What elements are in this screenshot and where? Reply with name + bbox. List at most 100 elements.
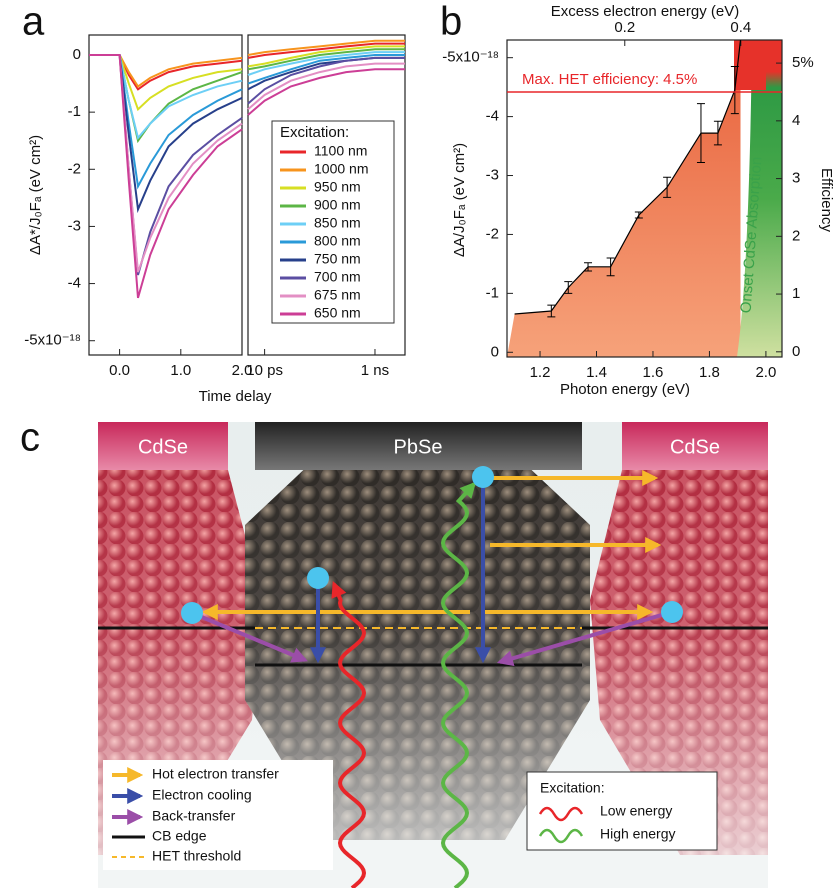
legend-label: 750 nm: [314, 251, 361, 267]
y-tick-label: -2: [486, 225, 499, 242]
cdse-header: [622, 422, 768, 470]
y-axis-title: ΔA/J₀Fₐ (eV cm²): [451, 143, 468, 257]
x2-axis-title: Excess electron energy (eV): [551, 3, 739, 20]
y-tick-label: -5x10⁻¹⁸: [24, 332, 81, 349]
y-tick-label: 0: [73, 46, 81, 63]
onset-band: [734, 40, 766, 90]
error-bar: [547, 304, 556, 318]
x2-tick-label: 0.2: [614, 19, 635, 36]
series-line: [89, 54, 243, 299]
x-tick-label: 1.8: [699, 364, 720, 381]
y-tick-label: -1: [486, 284, 499, 301]
x-tick-label: 1.2: [530, 364, 551, 381]
legend-label: 700 nm: [314, 269, 361, 285]
panel-label: c: [20, 416, 40, 460]
legend-title: Excitation:: [280, 124, 349, 141]
x-tick-label: 1 ns: [361, 362, 389, 379]
legend-label: 850 nm: [314, 215, 361, 231]
legend-label: HET threshold: [152, 848, 241, 864]
y2-tick-label: 0: [792, 343, 800, 360]
area: [507, 40, 741, 357]
legend-label: 1100 nm: [314, 143, 367, 159]
crystal-label: CdSe: [138, 436, 188, 458]
legend-title: Excitation:: [540, 780, 605, 796]
x-tick-label: 0.0: [109, 362, 130, 379]
series-line: [247, 68, 405, 116]
error-bar: [696, 103, 705, 164]
legend-label: 675 nm: [314, 287, 361, 303]
x-tick-label: 10 ps: [246, 362, 283, 379]
legend-label: 650 nm: [314, 305, 361, 321]
series-line: [247, 51, 405, 76]
back-transfer-arrow: [496, 610, 673, 667]
series-line: [247, 42, 405, 59]
y-tick-label: -1: [68, 103, 81, 120]
electron: [661, 601, 683, 623]
y2-tick-label: 4: [792, 112, 800, 129]
error-bar: [606, 257, 615, 277]
error-bar: [584, 262, 593, 272]
y-tick-label: -4: [486, 108, 499, 125]
series-line: [247, 45, 405, 68]
y-tick-label: -5x10⁻¹⁸: [442, 49, 499, 66]
series-line: [247, 56, 405, 105]
legend-label: Hot electron transfer: [152, 766, 279, 782]
y2-tick-label: 3: [792, 170, 800, 187]
y2-tick-label: 1: [792, 285, 800, 302]
cdse-header: [98, 422, 228, 470]
error-bar: [564, 281, 573, 294]
crystal-label: PbSe: [394, 436, 443, 458]
pbse-header: [255, 422, 582, 470]
reference-label: Max. HET efficiency: 4.5%: [522, 71, 697, 88]
legend-symbol: [538, 806, 584, 822]
error-bar: [634, 211, 643, 219]
y2-axis-title: Efficiency: [818, 168, 835, 232]
panel-label: a: [22, 0, 45, 44]
legend-label: High energy: [600, 826, 676, 842]
y-tick-label: -3: [486, 166, 499, 183]
legend: [526, 771, 718, 851]
series-line: [247, 54, 405, 85]
legend-box: [271, 120, 395, 324]
y-tick-label: 0: [491, 343, 499, 360]
panel-label: b: [440, 0, 462, 44]
plot-frame: [247, 34, 406, 356]
series-line: [247, 48, 405, 71]
electron: [472, 466, 494, 488]
legend-label: Back-transfer: [152, 808, 236, 824]
y2-tick-label: 5%: [792, 54, 814, 71]
error-bar: [663, 176, 672, 198]
series-line: [247, 62, 405, 111]
error-bar: [713, 120, 722, 146]
y2-tick-label: 2: [792, 227, 800, 244]
plot-frame: [88, 34, 243, 356]
x-axis-title: Time delay: [199, 388, 272, 405]
legend-label: 1000 nm: [314, 161, 368, 177]
back-transfer-arrow: [191, 611, 308, 663]
high-energy-wave: [440, 481, 477, 890]
x-tick-label: 2.0: [232, 362, 253, 379]
plot-frame: [506, 39, 783, 358]
series-line: [89, 54, 243, 88]
series-line: [89, 54, 243, 214]
x-tick-label: 2.0: [755, 364, 776, 381]
series-line: [89, 54, 243, 141]
legend-label: 950 nm: [314, 179, 361, 195]
electron: [307, 567, 329, 589]
series-line: [89, 54, 243, 144]
diagram: CdSe PbSe CdSe Hot electron transfer Ele…: [20, 416, 768, 890]
y-tick-label: -3: [68, 217, 81, 234]
x2-tick-label: 0.4: [730, 19, 751, 36]
legend-symbol: [538, 828, 584, 844]
series-line: [89, 54, 243, 112]
y-axis-title: ΔA*/J₀Fₐ (eV cm²): [27, 135, 44, 255]
crystal-label: CdSe: [670, 436, 720, 458]
error-bar: [730, 66, 739, 115]
x-tick-label: 1.6: [643, 364, 664, 381]
electron: [181, 602, 203, 624]
y-tick-label: -4: [68, 275, 81, 292]
series-line: [89, 54, 243, 190]
legend-label: Low energy: [600, 803, 672, 819]
onset-area: [737, 40, 782, 357]
